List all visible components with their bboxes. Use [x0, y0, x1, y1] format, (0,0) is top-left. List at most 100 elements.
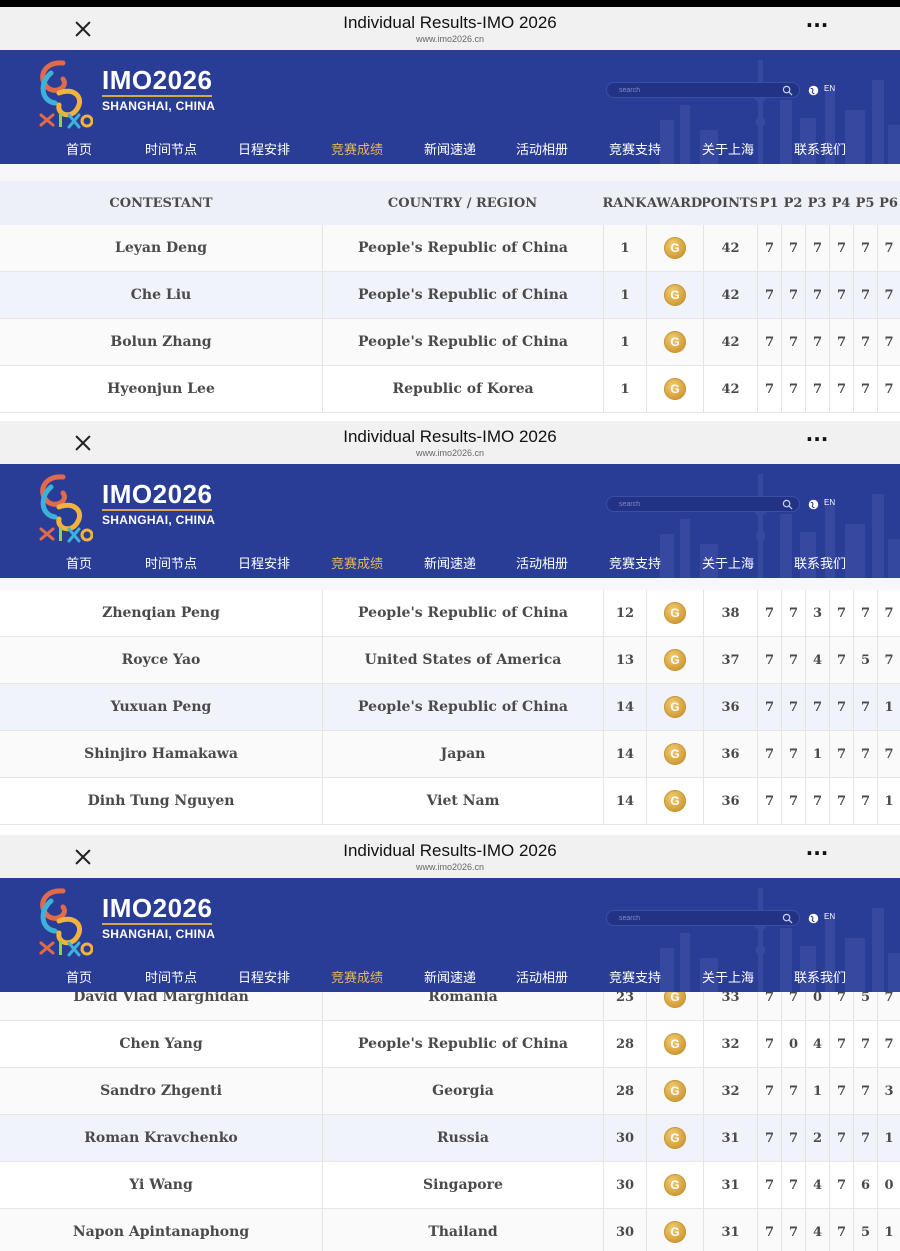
problem-3-cell: 0 [805, 992, 829, 1020]
table-row[interactable]: Zhenqian Peng People's Republic of China 1… [0, 590, 900, 637]
nav-item-7[interactable]: 关于上海 [701, 971, 755, 986]
nav-item-2[interactable]: 日程安排 [237, 557, 291, 572]
table-row[interactable]: Chen Yang People's Republic of China 28 G 32… [0, 1021, 900, 1068]
contestant-name[interactable]: Zhenqian Peng [102, 605, 220, 621]
gold-medal-icon: G [664, 992, 686, 1008]
column-header-country-region[interactable]: COUNTRY / REGION [387, 195, 538, 211]
search-input[interactable] [606, 910, 800, 926]
problem-3-cell: 7 [805, 319, 829, 365]
nav-item-1[interactable]: 时间节点 [144, 557, 198, 572]
table-row[interactable]: Napon Apintanaphong Thailand 30 G 31 7 7 4 7 5 1 [0, 1209, 900, 1251]
nav-item-5[interactable]: 活动相册 [515, 143, 569, 158]
points-value: 31 [721, 1130, 740, 1146]
problem-score: 5 [860, 992, 871, 1005]
table-row[interactable]: Shinjiro Hamakawa Japan 14 G 36 7 7 1 7 7 7 [0, 731, 900, 778]
nav-item-4[interactable]: 新闻速递 [423, 557, 477, 572]
contestant-name[interactable]: Shinjiro Hamakawa [84, 746, 238, 762]
more-horizontal-icon[interactable]: ··· [805, 841, 829, 865]
nav-item-8[interactable]: 联系我们 [793, 143, 847, 158]
problem-score: 7 [836, 240, 847, 256]
contestant-name[interactable]: Che Liu [130, 287, 192, 303]
problem-score: 7 [836, 1130, 847, 1146]
nav-item-6[interactable]: 竞赛支持 [608, 971, 662, 986]
contestant-name[interactable]: David Vlad Marghidan [73, 992, 249, 1005]
table-row[interactable]: Hyeonjun Lee Republic of Korea 1 G 42 7 7 7 7 7 7 [0, 366, 900, 413]
nav-item-4[interactable]: 新闻速递 [423, 143, 477, 158]
search-input[interactable] [606, 82, 800, 98]
nav-item-3[interactable]: 竞赛成绩 [330, 557, 384, 572]
nav-item-5[interactable]: 活动相册 [515, 557, 569, 572]
nav-item-6[interactable]: 竞赛支持 [608, 557, 662, 572]
country-region-cell: Viet Nam [322, 778, 603, 824]
nav-item-6[interactable]: 竞赛支持 [608, 143, 662, 158]
column-header-points[interactable]: POINTS [703, 195, 757, 211]
search-icon[interactable] [782, 913, 793, 924]
country-region-cell: People's Republic of China [322, 272, 603, 318]
column-header-p1[interactable]: P1 [759, 195, 779, 211]
globe-icon[interactable] [808, 913, 819, 924]
nav-item-3[interactable]: 竞赛成绩 [330, 143, 384, 158]
points-value: 42 [721, 287, 740, 303]
contestant-name[interactable]: Yuxuan Peng [110, 699, 212, 715]
column-header-p5[interactable]: P5 [855, 195, 875, 211]
column-header-p3[interactable]: P3 [807, 195, 827, 211]
contestant-name[interactable]: Royce Yao [121, 652, 201, 668]
search-icon[interactable] [782, 499, 793, 510]
column-header-p4[interactable]: P4 [831, 195, 851, 211]
column-header-p6[interactable]: P6 [879, 195, 898, 211]
table-row[interactable]: Yi Wang Singapore 30 G 31 7 7 4 7 6 0 [0, 1162, 900, 1209]
table-row[interactable]: David Vlad Marghidan Romania 23 G 33 7 7 0 7 5 7 [0, 992, 900, 1021]
table-row[interactable]: Leyan Deng People's Republic of China 1 G 42… [0, 225, 900, 272]
more-horizontal-icon[interactable]: ··· [805, 13, 829, 37]
nav-item-7[interactable]: 关于上海 [701, 557, 755, 572]
table-row[interactable]: Royce Yao United States of America 13 G 37 7 7… [0, 637, 900, 684]
more-horizontal-icon[interactable]: ··· [805, 427, 829, 451]
table-row[interactable]: Che Liu People's Republic of China 1 G 42 7 7 7… [0, 272, 900, 319]
search-icon[interactable] [782, 85, 793, 96]
column-header-contestant[interactable]: CONTESTANT [109, 195, 213, 211]
country-region-cell: People's Republic of China [322, 590, 603, 636]
nav-item-8[interactable]: 联系我们 [793, 557, 847, 572]
nav-item-4[interactable]: 新闻速递 [423, 971, 477, 986]
contestant-name[interactable]: Yi Wang [129, 1177, 193, 1193]
contestant-name[interactable]: Sandro Zhgenti [100, 1083, 222, 1099]
points-value: 38 [721, 605, 740, 621]
column-header-award[interactable]: AWARD [646, 195, 703, 211]
points-value: 32 [721, 1083, 740, 1099]
nav-item-7[interactable]: 关于上海 [701, 143, 755, 158]
table-row[interactable]: Yuxuan Peng People's Republic of China 14 G… [0, 684, 900, 731]
contestant-name[interactable]: Hyeonjun Lee [107, 381, 215, 397]
contestant-name[interactable]: Roman Kravchenko [84, 1130, 238, 1146]
problem-1-cell: 7 [757, 731, 781, 777]
nav-item-0[interactable]: 首页 [65, 971, 93, 986]
nav-item-1[interactable]: 时间节点 [144, 971, 198, 986]
contestant-name[interactable]: Napon Apintanaphong [72, 1224, 250, 1240]
gold-medal-icon: G [664, 284, 686, 306]
table-row[interactable]: Roman Kravchenko Russia 30 G 31 7 7 2 7 7 1 [0, 1115, 900, 1162]
nav-item-2[interactable]: 日程安排 [237, 971, 291, 986]
nav-item-3[interactable]: 竞赛成绩 [330, 971, 384, 986]
rank-value-cell: 12 [603, 590, 646, 636]
column-header-p2[interactable]: P2 [783, 195, 803, 211]
globe-icon[interactable] [808, 85, 819, 96]
contestant-name[interactable]: Dinh Tung Nguyen [87, 793, 235, 809]
nav-item-2[interactable]: 日程安排 [237, 143, 291, 158]
search-input[interactable] [606, 496, 800, 512]
table-row[interactable]: Bolun Zhang People's Republic of China 1 G 4… [0, 319, 900, 366]
contestant-name[interactable]: Chen Yang [119, 1036, 203, 1052]
globe-icon[interactable] [808, 499, 819, 510]
nav-item-0[interactable]: 首页 [65, 143, 93, 158]
problem-2-cell: 7 [781, 637, 805, 683]
language-switch[interactable]: EN [824, 84, 836, 93]
language-switch[interactable]: EN [824, 498, 836, 507]
contestant-name[interactable]: Leyan Deng [114, 240, 208, 256]
contestant-name[interactable]: Bolun Zhang [110, 334, 212, 350]
nav-item-0[interactable]: 首页 [65, 557, 93, 572]
column-header-rank[interactable]: RANK [603, 195, 646, 211]
table-row[interactable]: Dinh Tung Nguyen Viet Nam 14 G 36 7 7 7 7 7 1 [0, 778, 900, 825]
nav-item-1[interactable]: 时间节点 [144, 143, 198, 158]
nav-item-8[interactable]: 联系我们 [793, 971, 847, 986]
nav-item-5[interactable]: 活动相册 [515, 971, 569, 986]
language-switch[interactable]: EN [824, 912, 836, 921]
table-row[interactable]: Sandro Zhgenti Georgia 28 G 32 7 7 1 7 7 3 [0, 1068, 900, 1115]
